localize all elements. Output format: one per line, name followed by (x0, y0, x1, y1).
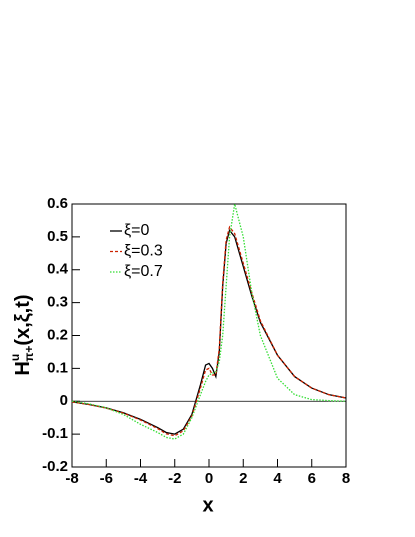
plot-frame (71, 203, 347, 468)
y-label-args: (x,ξ,t) (12, 294, 34, 345)
series-line (71, 225, 347, 437)
y-label-base: H (12, 361, 34, 375)
legend-label: ξ=0 (124, 222, 150, 239)
y-tick-label: -0.1 (42, 425, 68, 442)
series-line (71, 228, 347, 435)
y-axis-label: Huπ+(x,ξ,t) (8, 294, 36, 375)
y-tick-label: 0.6 (47, 195, 68, 212)
x-tick-label: 2 (239, 470, 247, 487)
x-tick-label: -2 (168, 470, 181, 487)
y-tick-label: 0.1 (47, 359, 68, 376)
x-tick-label: 0 (205, 470, 213, 487)
legend-label: ξ=0.7 (124, 263, 163, 280)
y-tick-label: -0.2 (42, 458, 68, 475)
y-tick-label: 0.2 (47, 326, 68, 343)
y-tick-label: 0.5 (47, 228, 68, 245)
y-label-sup: u (8, 354, 22, 361)
y-tick-label: 0.3 (47, 294, 68, 311)
x-tick-label: 6 (308, 470, 316, 487)
y-label-sub: π+ (22, 346, 36, 362)
legend-label: ξ=0.3 (124, 243, 163, 260)
series-line (71, 203, 347, 440)
x-tick-label: -4 (134, 470, 148, 487)
y-tick-label: 0.4 (47, 261, 69, 278)
y-tick-label: 0 (60, 392, 68, 409)
x-tick-label: -8 (65, 470, 78, 487)
x-tick-label: -6 (100, 470, 113, 487)
x-tick-label: 8 (342, 470, 350, 487)
x-axis-label: x (202, 494, 213, 516)
x-tick-label: 4 (273, 470, 282, 487)
